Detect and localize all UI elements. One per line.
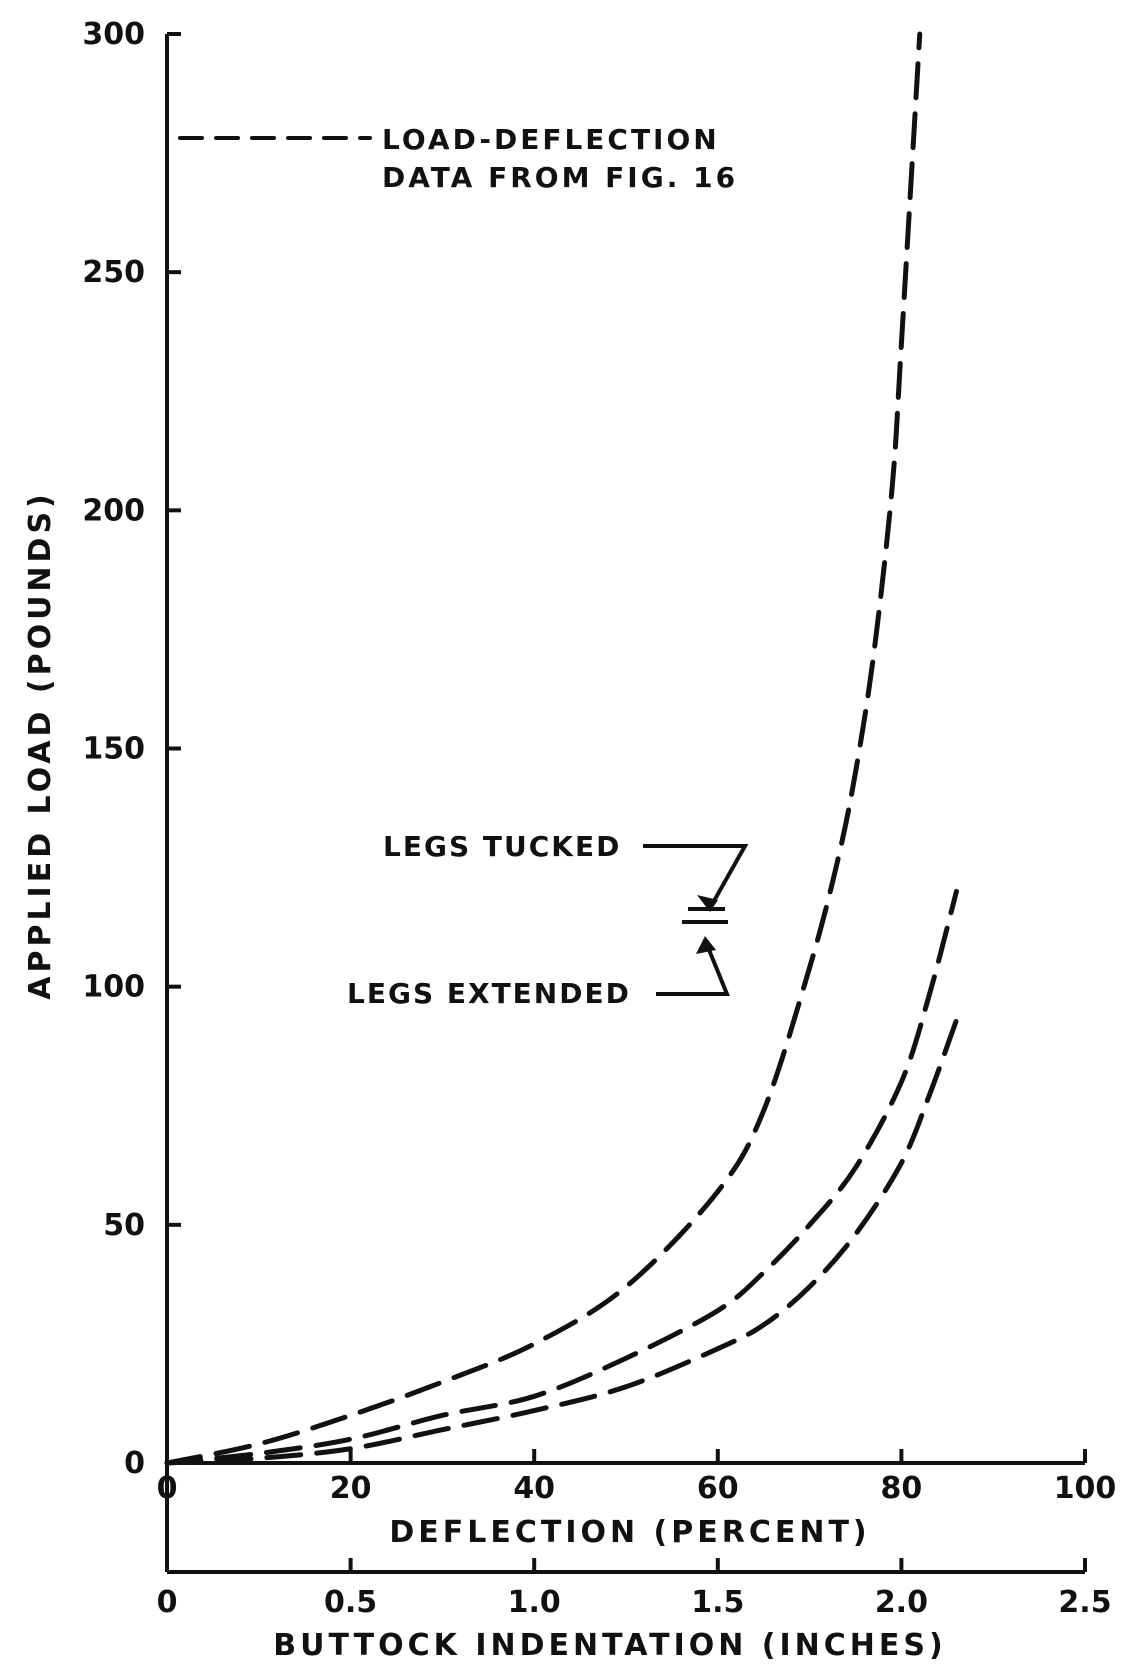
x2-tick-label: 2.0 [875,1585,928,1620]
y-tick-label: 250 [82,255,145,290]
x2-tick-label: 0.5 [324,1585,377,1620]
annotation-legs-tucked: LEGS TUCKED [383,830,621,863]
extended-leader-line [656,939,730,996]
x2-ticks: 0 0.5 1.0 1.5 2.0 2.5 [157,1558,1112,1620]
y-tick-label: 150 [82,732,145,767]
y-axis-label: APPLIED LOAD (POUNDS) [23,490,58,1000]
series-line [164,31,923,1466]
x-tick-label: 80 [881,1471,923,1506]
y-tick-label: 50 [103,1208,145,1243]
series-line [164,1017,959,1466]
y-tick-label: 0 [124,1446,145,1481]
x-tick-label: 20 [330,1471,372,1506]
x2-tick-label: 1.5 [691,1585,744,1620]
series-line [164,888,959,1466]
x-tick-label: 40 [513,1471,555,1506]
y-tick-label: 200 [82,493,145,528]
y-tick-label: 300 [82,17,145,52]
y-tick-label: 100 [82,970,145,1005]
annotation-legs-extended: LEGS EXTENDED [347,977,631,1010]
x2-tick-label: 0 [157,1585,178,1620]
x2-axis-label: BUTTOCK INDENTATION (INCHES) [273,1628,946,1663]
x-tick-label: 0 [157,1471,178,1506]
tucked-leader-line [643,844,749,909]
x-tick-label: 60 [697,1471,739,1506]
x-axis-label: DEFLECTION (PERCENT) [389,1515,870,1550]
series-group [164,31,959,1466]
x-tick-label: 100 [1054,1471,1117,1506]
extended-arrowhead [696,936,716,954]
y-ticks: 0 50 100 150 200 250 300 [82,17,181,1481]
x2-tick-label: 1.0 [508,1585,561,1620]
legend-line-1: LOAD-DEFLECTION [382,123,720,156]
x2-tick-label: 2.5 [1058,1585,1111,1620]
legend-line-2: DATA FROM FIG. 16 [382,161,738,194]
x-ticks: 0 20 40 60 80 100 [157,1449,1117,1506]
